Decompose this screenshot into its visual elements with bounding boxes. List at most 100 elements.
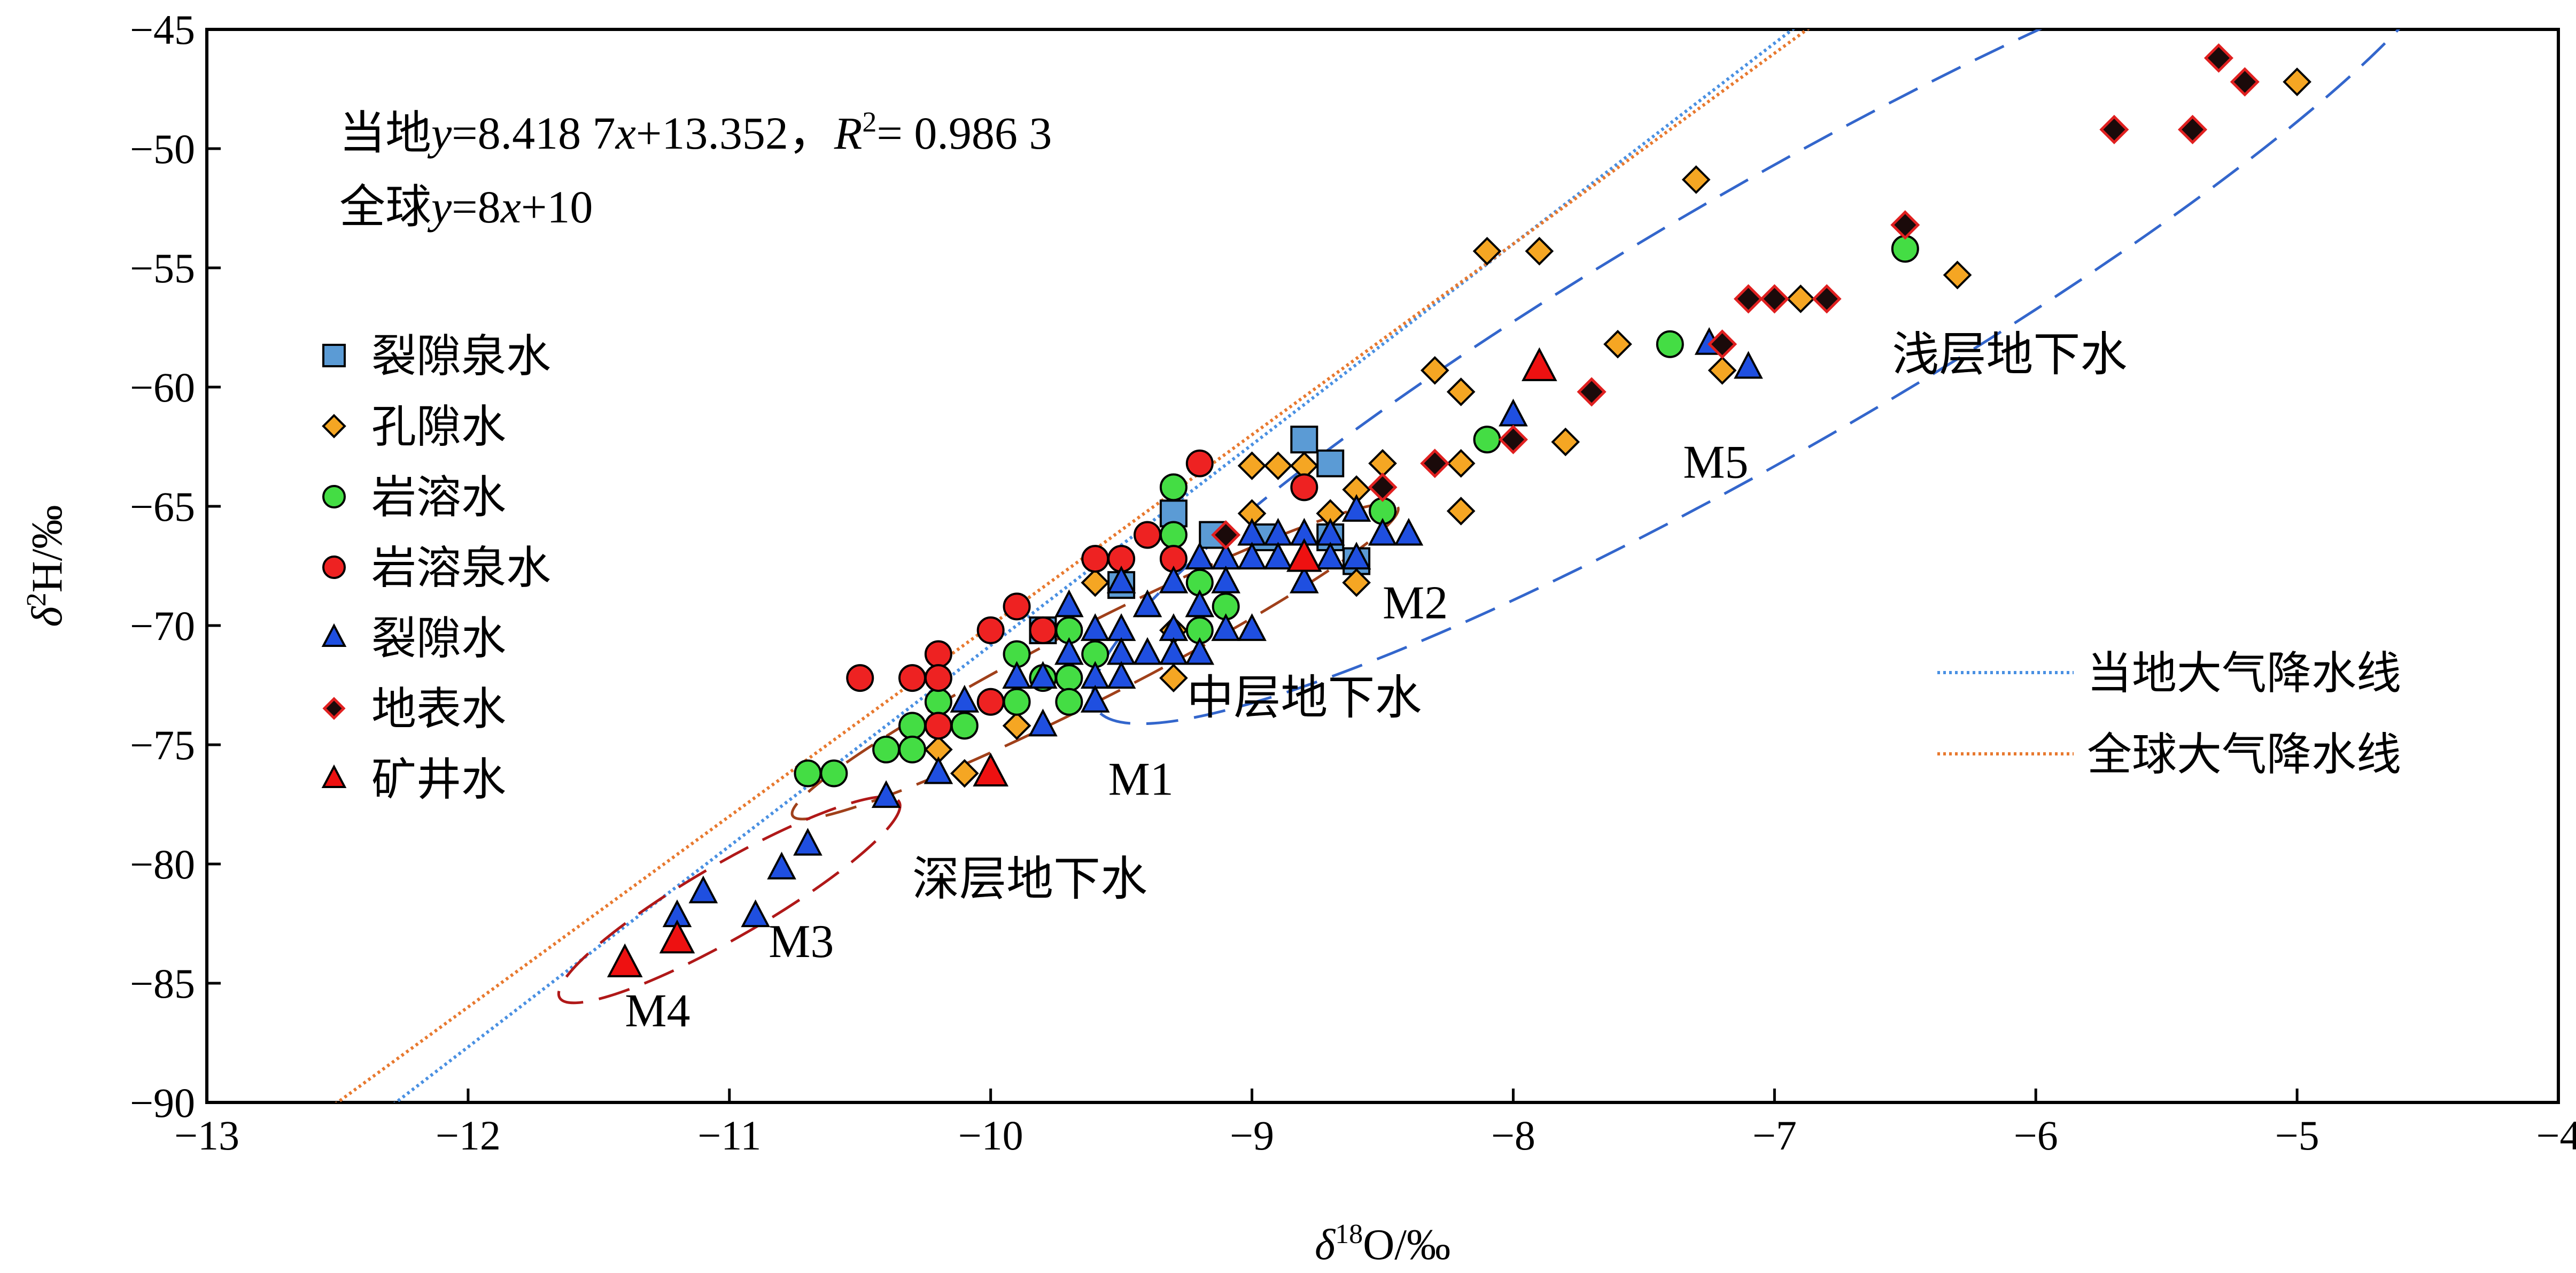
data-point <box>1159 473 1188 502</box>
data-point <box>2099 114 2129 144</box>
data-point <box>1002 661 1031 689</box>
data-point-shape <box>1498 425 1528 454</box>
data-point <box>872 735 901 763</box>
data-point <box>2178 114 2208 144</box>
data-point <box>1499 398 1528 427</box>
y-tick-label: −90 <box>130 1079 195 1126</box>
data-point <box>1603 329 1632 359</box>
group-annotation: M4 <box>625 985 690 1037</box>
data-point <box>1890 210 1920 240</box>
data-point <box>1368 449 1397 478</box>
x-tick-label: −8 <box>1491 1112 1535 1159</box>
data-point <box>950 712 979 740</box>
y-tick-label: −60 <box>130 364 195 411</box>
data-point <box>1055 664 1083 692</box>
data-point <box>2230 67 2260 97</box>
data-point-shape <box>2099 114 2129 144</box>
data-point <box>1812 284 1842 314</box>
line-legend-label: 全球大气降水线 <box>2087 730 2401 780</box>
legend-marker <box>321 764 347 788</box>
data-point <box>1029 616 1057 644</box>
x-tick-label: −7 <box>1752 1112 1797 1159</box>
data-point <box>1132 637 1162 665</box>
data-point <box>1237 451 1267 481</box>
data-point <box>1551 427 1580 457</box>
data-point <box>1342 568 1371 597</box>
line-legend-label: 当地大气降水线 <box>2087 649 2401 699</box>
data-point <box>1446 497 1476 526</box>
y-tick-label: −70 <box>130 603 195 649</box>
x-tick-label: −12 <box>436 1112 501 1159</box>
data-point <box>1211 565 1240 593</box>
data-point <box>1681 165 1711 194</box>
data-point <box>1185 589 1215 618</box>
data-point-shape <box>1211 520 1241 550</box>
data-point <box>1420 449 1450 479</box>
plot-frame <box>205 28 2560 1104</box>
x-tick-label: −5 <box>2275 1112 2319 1159</box>
group-annotation: M3 <box>769 916 834 968</box>
legend-label: 裂隙水 <box>371 614 506 664</box>
data-point <box>1290 426 1318 454</box>
data-point <box>1708 356 1737 385</box>
data-point <box>1003 688 1031 716</box>
data-point <box>1522 347 1557 381</box>
data-point <box>1473 426 1501 454</box>
data-point <box>898 664 926 692</box>
data-point-shape <box>2230 67 2260 97</box>
data-point <box>1290 473 1318 502</box>
data-point <box>1891 235 1919 263</box>
data-point <box>1106 565 1136 593</box>
y-tick-label: −75 <box>130 722 195 768</box>
x-axis-title: δ18O/‰ <box>1315 1219 1450 1269</box>
data-point <box>1080 661 1110 689</box>
group-annotation: 深层地下水 <box>912 854 1147 906</box>
data-point <box>1446 449 1476 478</box>
data-point <box>1185 449 1214 477</box>
data-point <box>1054 637 1084 665</box>
data-point-shape <box>1733 284 1763 314</box>
y-tick-label: −80 <box>130 841 195 888</box>
x-tick-label: −9 <box>1230 1112 1274 1159</box>
data-point <box>1734 351 1763 379</box>
data-point <box>794 759 822 788</box>
legend-label: 裂隙泉水 <box>371 332 551 382</box>
data-point <box>1341 542 1371 570</box>
group-annotation: M2 <box>1383 577 1448 629</box>
data-point-shape <box>2203 43 2233 73</box>
data-point <box>688 875 718 904</box>
data-point <box>793 828 823 856</box>
data-point-shape <box>1812 284 1842 314</box>
data-point <box>1286 538 1322 572</box>
data-point <box>767 852 796 879</box>
data-point <box>1759 284 1789 314</box>
data-point <box>1159 637 1189 665</box>
data-point <box>1081 568 1110 597</box>
data-point <box>1211 520 1241 550</box>
data-point-shape <box>1368 472 1398 502</box>
data-point <box>659 919 695 954</box>
data-point-shape <box>1708 329 1737 359</box>
data-point <box>2203 43 2233 73</box>
legend-label: 岩溶水 <box>371 473 506 523</box>
legend-marker <box>322 556 346 579</box>
data-point <box>924 712 952 740</box>
data-point-shape <box>2178 114 2208 144</box>
data-point-shape <box>1577 377 1607 407</box>
data-point <box>1081 545 1109 573</box>
data-point <box>973 752 1008 787</box>
data-point <box>1420 356 1449 385</box>
data-point <box>1106 613 1136 641</box>
data-point <box>1080 613 1110 641</box>
data-point <box>1002 711 1031 740</box>
data-point <box>2283 67 2311 96</box>
data-point <box>1159 663 1188 692</box>
data-point <box>1159 521 1188 549</box>
group-annotation: M1 <box>1108 754 1174 806</box>
data-point <box>1368 518 1398 546</box>
data-point-shape <box>1420 449 1450 479</box>
legend-marker <box>322 414 346 438</box>
data-point <box>1106 637 1136 665</box>
data-point <box>871 780 901 808</box>
